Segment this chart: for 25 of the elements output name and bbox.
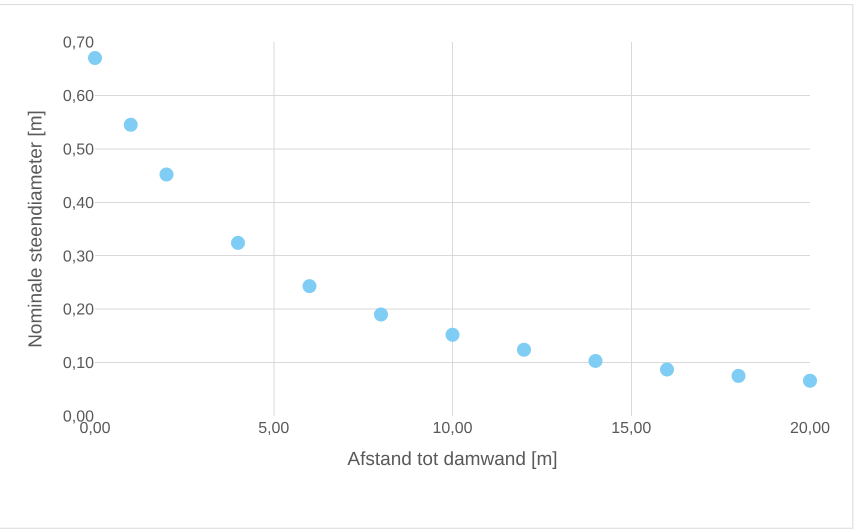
point xyxy=(302,279,316,294)
point xyxy=(160,168,174,182)
x-tick-label: 20,00 xyxy=(790,420,830,437)
point xyxy=(88,51,102,66)
x-tick-label: 15,00 xyxy=(611,420,652,437)
point xyxy=(517,342,531,357)
y-tick-label: 0,40 xyxy=(62,194,94,212)
y-tick-label: 0,30 xyxy=(62,248,94,266)
point xyxy=(124,118,138,132)
y-tick-label: 0,60 xyxy=(62,88,94,106)
y-tick-label: 0,20 xyxy=(62,302,94,319)
point xyxy=(231,236,245,250)
x-axis-title: Afstand tot damwand [m] xyxy=(347,448,558,470)
x-tick-label: 5,00 xyxy=(258,420,290,437)
point xyxy=(660,362,674,377)
point xyxy=(803,374,817,388)
y-axis-title: Nominale steendiameter [m] xyxy=(26,110,47,348)
x-tick-label: 10,00 xyxy=(432,420,473,437)
y-tick-label: 0,70 xyxy=(62,34,94,52)
y-tick-label: 0,50 xyxy=(62,141,94,158)
point xyxy=(446,328,460,342)
y-tick-label: 0,10 xyxy=(62,355,94,372)
point xyxy=(732,368,746,383)
point xyxy=(588,354,602,368)
point xyxy=(374,307,388,322)
